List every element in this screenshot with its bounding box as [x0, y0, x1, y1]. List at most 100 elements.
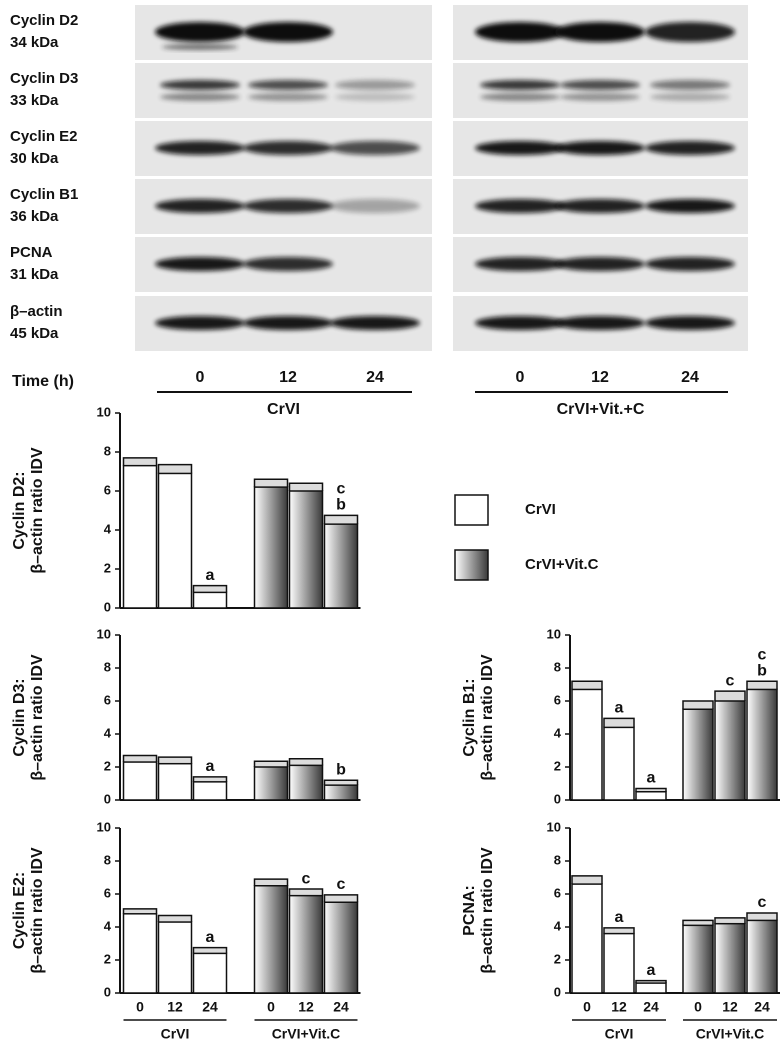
bar [746, 688, 778, 801]
legend-label: CrVI+Vit.C [525, 556, 599, 573]
bar [157, 472, 193, 609]
bar [253, 885, 289, 994]
error-bar [635, 979, 667, 984]
y-tick-label: 2 [104, 560, 111, 575]
x-tick-label: 0 [694, 999, 702, 1015]
x-tick-label: 0 [583, 999, 591, 1015]
error-bar [682, 700, 714, 710]
error-bar [682, 919, 714, 926]
error-bar [746, 912, 778, 921]
y-tick-label: 0 [104, 791, 111, 806]
band [160, 80, 240, 90]
bar [157, 921, 193, 994]
y-tick-label: 8 [104, 443, 111, 458]
band [155, 22, 245, 42]
band [243, 199, 333, 213]
bar [253, 766, 289, 801]
y-tick-label: 6 [104, 482, 111, 497]
band [480, 80, 560, 90]
significance-letter: c [758, 646, 767, 663]
y-tick-label: 10 [547, 819, 561, 834]
error-bar [253, 478, 289, 488]
band [555, 316, 645, 330]
blot-size: 34 kDa [10, 34, 59, 51]
x-tick-label: 12 [611, 999, 627, 1015]
blot-size: 31 kDa [10, 266, 59, 283]
y-axis-label: Cyclin D3: [11, 678, 28, 756]
y-axis-label: β–actin ratio IDV [29, 847, 46, 974]
group-label: CrVI [605, 1026, 634, 1042]
y-tick-label: 10 [97, 626, 111, 641]
group-label: CrVI+Vit.C [272, 1026, 341, 1042]
y-axis-label: Cyclin D2: [11, 471, 28, 549]
y-tick-label: 4 [104, 725, 112, 740]
error-bar [288, 888, 324, 896]
bar [746, 919, 778, 994]
error-bar [603, 717, 635, 728]
bar [122, 464, 158, 609]
band [555, 199, 645, 213]
blot-size: 33 kDa [10, 92, 59, 109]
y-tick-label: 4 [104, 521, 112, 536]
significance-letter: c [337, 481, 346, 498]
band [475, 199, 565, 213]
bar [288, 764, 324, 801]
error-bar [746, 680, 778, 690]
significance-letter: b [336, 761, 346, 778]
band [162, 44, 238, 50]
error-bar [157, 914, 193, 923]
bar [603, 726, 635, 801]
band [330, 199, 420, 213]
error-bar [288, 758, 324, 766]
blot-label: Cyclin B1 [10, 186, 78, 203]
y-tick-label: 2 [104, 951, 111, 966]
time-value: 12 [279, 369, 297, 386]
x-tick-label: 12 [167, 999, 183, 1015]
band [650, 80, 730, 90]
band [555, 257, 645, 271]
band [243, 22, 333, 42]
time-value: 24 [366, 369, 384, 386]
y-tick-label: 8 [104, 852, 111, 867]
bar [323, 901, 359, 994]
y-tick-label: 10 [97, 819, 111, 834]
group-label: CrVI+Vit.+C [557, 401, 645, 418]
y-tick-label: 0 [104, 599, 111, 614]
band [645, 141, 735, 155]
significance-letter: a [206, 758, 215, 775]
y-tick-label: 8 [104, 659, 111, 674]
bar [323, 784, 359, 801]
x-tick-label: 24 [202, 999, 218, 1015]
band [645, 199, 735, 213]
x-tick-label: 0 [136, 999, 144, 1015]
bar [603, 932, 635, 994]
error-bar [122, 908, 158, 914]
bar [571, 883, 603, 994]
y-tick-label: 4 [554, 725, 562, 740]
y-axis-label: β–actin ratio IDV [479, 847, 496, 974]
time-label: Time (h) [12, 373, 74, 390]
blot-label: Cyclin E2 [10, 128, 78, 145]
legend-swatch [454, 494, 489, 526]
blot-size: 30 kDa [10, 150, 59, 167]
band [555, 141, 645, 155]
bar [192, 952, 228, 994]
band [555, 22, 645, 42]
y-tick-label: 6 [554, 692, 561, 707]
error-bar [192, 584, 228, 593]
bar [635, 791, 667, 801]
legend-label: CrVI [525, 501, 556, 518]
band [650, 93, 730, 101]
x-tick-label: 12 [298, 999, 314, 1015]
x-tick-label: 12 [722, 999, 738, 1015]
bar [571, 688, 603, 801]
significance-letter: a [206, 567, 215, 584]
time-value: 12 [591, 369, 609, 386]
y-tick-label: 2 [554, 951, 561, 966]
band [335, 80, 415, 90]
y-tick-label: 2 [104, 758, 111, 773]
group-label: CrVI [161, 1026, 190, 1042]
y-tick-label: 4 [554, 918, 562, 933]
band [248, 80, 328, 90]
bar [157, 762, 193, 801]
